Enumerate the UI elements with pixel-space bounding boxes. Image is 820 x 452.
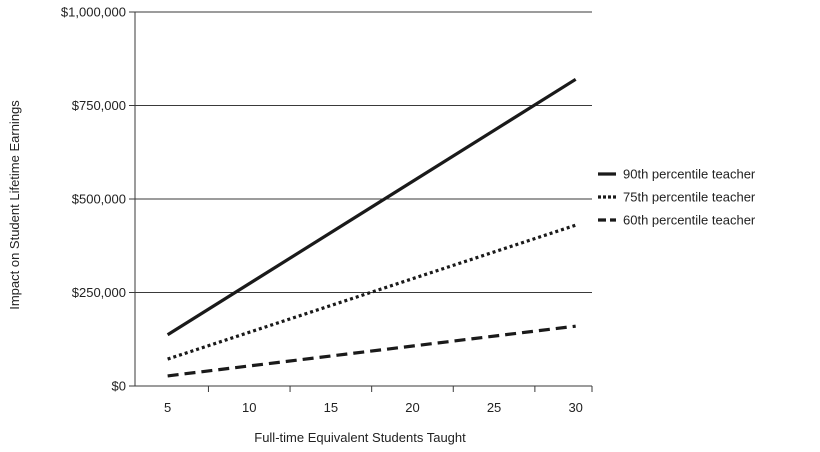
x-tick-label: 15 [324, 400, 338, 415]
x-axis-ticks: 5 10 15 20 25 30 [164, 386, 593, 415]
y-tick-label: $0 [112, 379, 126, 394]
legend-label: 90th percentile teacher [623, 167, 756, 182]
data-series [166, 77, 577, 378]
y-tick-label: $500,000 [72, 192, 126, 207]
x-tick-label: 10 [242, 400, 256, 415]
legend-label: 75th percentile teacher [623, 190, 756, 205]
series-line [167, 324, 576, 378]
x-tick-label: 20 [405, 400, 419, 415]
x-tick-label: 30 [568, 400, 582, 415]
x-tick-label: 5 [164, 400, 171, 415]
y-axis-title: Impact on Student Lifetime Earnings [7, 100, 22, 310]
legend: 90th percentile teacher 75th percentile t… [598, 167, 756, 228]
series-line [166, 77, 577, 337]
y-tick-label: $250,000 [72, 285, 126, 300]
grid-lines [135, 11, 592, 293]
x-axis-title: Full-time Equivalent Students Taught [254, 430, 466, 445]
y-tick-label: $1,000,000 [61, 5, 126, 20]
legend-label: 60th percentile teacher [623, 213, 756, 228]
y-tick-label: $750,000 [72, 98, 126, 113]
x-tick-label: 25 [487, 400, 501, 415]
y-axis-ticks: $0 $250,000 $500,000 $750,000 $1,000,000 [61, 5, 135, 394]
